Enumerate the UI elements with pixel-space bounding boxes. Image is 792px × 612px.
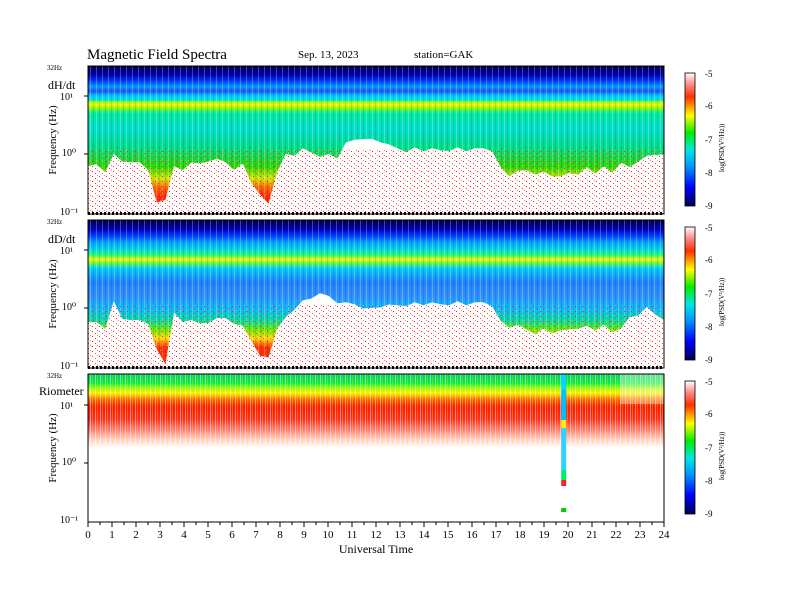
- data-gap-segment: [561, 508, 567, 512]
- x-tick-label: 14: [419, 529, 431, 541]
- x-tick-label: 3: [157, 529, 163, 541]
- colorbar-tick: -6: [705, 409, 713, 419]
- colorbar-tick: -6: [705, 255, 713, 265]
- data-gap-segment: [561, 486, 567, 495]
- date-label: Sep. 13, 2023: [298, 49, 359, 61]
- colorbar: [684, 380, 696, 515]
- noise-speckle: [88, 150, 664, 214]
- ytick-label: 10¹: [60, 246, 73, 257]
- panel-label: dD/dt: [48, 232, 76, 246]
- x-tick-label: 23: [635, 529, 647, 541]
- colorbar-tick: -8: [705, 168, 713, 178]
- data-gap-segment: [561, 374, 567, 390]
- x-tick-label: 10: [323, 529, 335, 541]
- colorbar-label: log(PSD(V²/Hz)): [718, 277, 726, 326]
- colorbar-tick: -9: [705, 355, 713, 365]
- x-tick-label: 21: [587, 529, 598, 541]
- colorbar: [684, 72, 696, 207]
- station-label: station=GAK: [414, 49, 473, 61]
- data-gap-segment: [561, 480, 567, 486]
- ytick-label: 10⁻¹: [60, 515, 78, 526]
- data-gap-column: [561, 374, 567, 512]
- minor-ticks: [88, 212, 664, 215]
- colorbar-tick: -9: [705, 201, 713, 211]
- colorbar-tick: -9: [705, 509, 713, 519]
- x-tick-label: 13: [395, 529, 407, 541]
- top-frequency-label: 32Hz: [47, 218, 62, 226]
- colorbar-tick: -7: [705, 135, 713, 145]
- colorbar-tick: -5: [705, 377, 713, 387]
- colorbar-tick: -5: [705, 223, 713, 233]
- panel-label: dH/dt: [48, 78, 76, 92]
- colorbar-label: log(PSD(V²/Hz)): [718, 431, 726, 480]
- x-tick-label: 24: [659, 529, 671, 541]
- data-gap-segment: [561, 420, 567, 428]
- ytick-label: 10⁰: [62, 148, 76, 159]
- x-tick-label: 6: [229, 529, 235, 541]
- minor-ticks: [88, 366, 664, 369]
- ytick-label: 10⁰: [62, 302, 76, 313]
- ytick-label: 10⁰: [62, 457, 76, 468]
- colorbar-tick: -7: [705, 443, 713, 453]
- colorbar-label: log(PSD(V²/Hz)): [718, 123, 726, 172]
- x-tick-label: 4: [181, 529, 187, 541]
- spectrogram-panel-dhdt: 32Hz dH/dt 10¹ 10⁰ 10⁻¹ Frequency (Hz) -…: [47, 64, 726, 218]
- x-tick-label: 22: [611, 529, 622, 541]
- x-tick-label: 1: [109, 529, 115, 541]
- colorbar-tick: -7: [705, 289, 713, 299]
- spectrogram-panel-riometer: 32Hz Riometer 10¹ 10⁰ 10⁻¹ Frequency (Hz…: [39, 372, 726, 556]
- ytick-label: 10⁻¹: [60, 361, 78, 372]
- top-frequency-label: 32Hz: [47, 64, 62, 72]
- ytick-label: 10¹: [60, 401, 73, 412]
- x-tick-label: 19: [539, 529, 551, 541]
- colorbar-tick: -5: [705, 69, 713, 79]
- ytick-label: 10¹: [60, 92, 73, 103]
- noise-speckle: [88, 304, 664, 368]
- data-gap-segment: [561, 470, 567, 480]
- x-tick-label: 17: [491, 529, 503, 541]
- x-tick-label: 18: [515, 529, 527, 541]
- late-day-fade: [620, 374, 664, 404]
- x-tick-label: 15: [443, 529, 455, 541]
- x-tick-label: 8: [277, 529, 283, 541]
- figure-title: Magnetic Field Spectra: [87, 47, 227, 63]
- y-axis-label: Frequency (Hz): [47, 259, 59, 329]
- y-axis-label: Frequency (Hz): [47, 413, 59, 483]
- panel-label: Riometer: [39, 384, 84, 398]
- x-tick-label: 11: [347, 529, 358, 541]
- colorbar-tick: -6: [705, 101, 713, 111]
- x-tick-label: 0: [85, 529, 91, 541]
- x-tick-label: 9: [301, 529, 307, 541]
- x-axis-label: Universal Time: [339, 542, 413, 556]
- colorbar-tick: -8: [705, 476, 713, 486]
- x-tick-label: 16: [467, 529, 479, 541]
- colorbar: [684, 226, 696, 361]
- x-tick-label: 20: [563, 529, 575, 541]
- x-tick-label: 12: [371, 529, 382, 541]
- ytick-label: 10⁻¹: [60, 207, 78, 218]
- colorbar-tick: -8: [705, 322, 713, 332]
- x-axis-ticks: 0 1 2 3 4 5 6 7 8 9 10 11 12 13 14 15 16 17 18 19 20 21 22 23 24: [85, 522, 670, 541]
- data-gap-segment: [561, 428, 567, 470]
- x-tick-label: 5: [205, 529, 211, 541]
- top-frequency-label: 32Hz: [47, 372, 62, 380]
- spectrogram-panel-dddt: 32Hz dD/dt 10¹ 10⁰ 10⁻¹ Frequency (Hz) -…: [47, 218, 726, 372]
- x-tick-label: 7: [253, 529, 259, 541]
- y-axis-label: Frequency (Hz): [47, 105, 59, 175]
- data-gap-segment: [561, 390, 567, 420]
- spectrogram-texture: [88, 374, 664, 444]
- x-tick-label: 2: [133, 529, 139, 541]
